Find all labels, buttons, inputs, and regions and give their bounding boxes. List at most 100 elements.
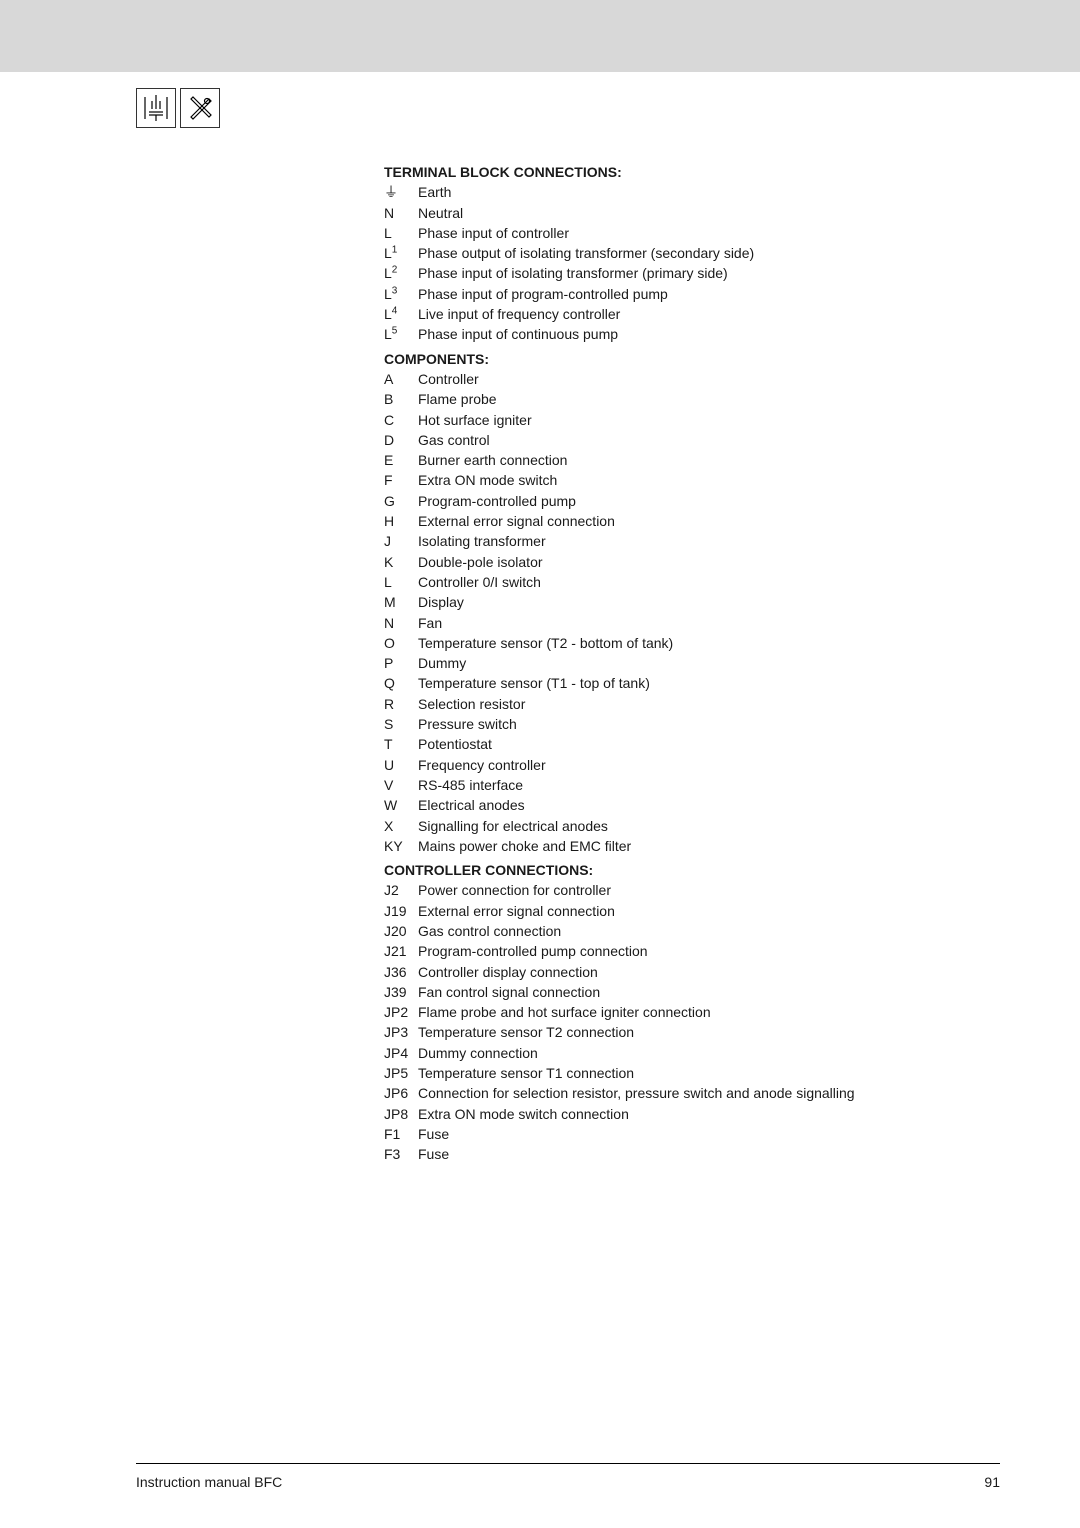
definition-row: J2Power connection for controller — [384, 880, 964, 900]
definition-row: MDisplay — [384, 592, 964, 612]
definition-value: Dummy connection — [418, 1043, 964, 1063]
definition-key: S — [384, 714, 418, 734]
definition-key: L5 — [384, 324, 418, 344]
definition-row: JP6Connection for selection resistor, pr… — [384, 1083, 964, 1103]
definition-row: L4Live input of frequency controller — [384, 304, 964, 324]
definition-key: N — [384, 613, 418, 633]
definition-row: SPressure switch — [384, 714, 964, 734]
definition-row: FExtra ON mode switch — [384, 470, 964, 490]
definition-row: J19External error signal connection — [384, 901, 964, 921]
definition-row: L3Phase input of program-controlled pump — [384, 284, 964, 304]
definition-row: F3Fuse — [384, 1144, 964, 1164]
definition-row: JIsolating transformer — [384, 531, 964, 551]
icon-row — [136, 88, 220, 128]
footer-divider — [136, 1463, 1000, 1464]
definition-row: JP3Temperature sensor T2 connection — [384, 1022, 964, 1042]
definition-value: Gas control connection — [418, 921, 964, 941]
definition-value: Flame probe — [418, 389, 964, 409]
definition-key: J21 — [384, 941, 418, 961]
definition-key: V — [384, 775, 418, 795]
page-header-bar — [0, 0, 1080, 72]
definition-value: Program-controlled pump — [418, 491, 964, 511]
definition-value: Neutral — [418, 203, 964, 223]
definition-row: NNeutral — [384, 203, 964, 223]
definition-value: Selection resistor — [418, 694, 964, 714]
definition-key: N — [384, 203, 418, 223]
definition-key: J20 — [384, 921, 418, 941]
footer-manual-title: Instruction manual BFC — [136, 1474, 282, 1490]
definition-value: Frequency controller — [418, 755, 964, 775]
definition-row: EBurner earth connection — [384, 450, 964, 470]
definition-row: DGas control — [384, 430, 964, 450]
tools-icon — [180, 88, 220, 128]
definition-row: PDummy — [384, 653, 964, 673]
definition-row: RSelection resistor — [384, 694, 964, 714]
definition-row: LController 0/I switch — [384, 572, 964, 592]
footer-page-number: 91 — [984, 1474, 1000, 1490]
definition-key: L2 — [384, 263, 418, 283]
definition-key: L3 — [384, 284, 418, 304]
definition-row: OTemperature sensor (T2 - bottom of tank… — [384, 633, 964, 653]
definition-value: Connection for selection resistor, press… — [418, 1083, 964, 1103]
definition-key: Q — [384, 673, 418, 693]
definition-value: Controller 0/I switch — [418, 572, 964, 592]
definition-value: Temperature sensor (T1 - top of tank) — [418, 673, 964, 693]
definition-key: KY — [384, 836, 418, 856]
definition-row: KDouble-pole isolator — [384, 552, 964, 572]
definition-row: GProgram-controlled pump — [384, 491, 964, 511]
definition-value: Burner earth connection — [418, 450, 964, 470]
definition-value: Pressure switch — [418, 714, 964, 734]
definition-key: W — [384, 795, 418, 815]
definition-value: Mains power choke and EMC filter — [418, 836, 964, 856]
definition-value: Potentiostat — [418, 734, 964, 754]
definition-key: ⏚ — [384, 182, 418, 202]
definition-key: H — [384, 511, 418, 531]
definition-key: L — [384, 572, 418, 592]
definition-value: Fuse — [418, 1124, 964, 1144]
definition-key: L — [384, 223, 418, 243]
definition-value: Hot surface igniter — [418, 410, 964, 430]
definition-row: HExternal error signal connection — [384, 511, 964, 531]
definition-key: R — [384, 694, 418, 714]
definition-row: JP5Temperature sensor T1 connection — [384, 1063, 964, 1083]
definition-row: L2Phase input of isolating transformer (… — [384, 263, 964, 283]
definition-value: Live input of frequency controller — [418, 304, 964, 324]
definition-key: E — [384, 450, 418, 470]
definition-key: J2 — [384, 880, 418, 900]
definition-row: BFlame probe — [384, 389, 964, 409]
definition-value: Electrical anodes — [418, 795, 964, 815]
definition-key: C — [384, 410, 418, 430]
definition-key: T — [384, 734, 418, 754]
definition-value: Program-controlled pump connection — [418, 941, 964, 961]
definition-value: Earth — [418, 182, 964, 202]
definition-row: UFrequency controller — [384, 755, 964, 775]
definition-row: J39Fan control signal connection — [384, 982, 964, 1002]
definition-key: F3 — [384, 1144, 418, 1164]
definition-value: Temperature sensor T2 connection — [418, 1022, 964, 1042]
definition-value: Phase input of program-controlled pump — [418, 284, 964, 304]
definition-row: QTemperature sensor (T1 - top of tank) — [384, 673, 964, 693]
definition-key: JP2 — [384, 1002, 418, 1022]
definition-row: XSignalling for electrical anodes — [384, 816, 964, 836]
definition-row: JP2Flame probe and hot surface igniter c… — [384, 1002, 964, 1022]
definition-row: JP4Dummy connection — [384, 1043, 964, 1063]
definition-value: Extra ON mode switch — [418, 470, 964, 490]
definition-row: LPhase input of controller — [384, 223, 964, 243]
definition-key: F1 — [384, 1124, 418, 1144]
definition-row: KYMains power choke and EMC filter — [384, 836, 964, 856]
definition-key: JP6 — [384, 1083, 418, 1103]
definition-value: Double-pole isolator — [418, 552, 964, 572]
definition-key: J — [384, 531, 418, 551]
definition-value: External error signal connection — [418, 901, 964, 921]
definition-value: Power connection for controller — [418, 880, 964, 900]
definition-row: TPotentiostat — [384, 734, 964, 754]
definition-key: JP4 — [384, 1043, 418, 1063]
definition-value: Extra ON mode switch connection — [418, 1104, 964, 1124]
definition-row: NFan — [384, 613, 964, 633]
definition-key: J19 — [384, 901, 418, 921]
definition-key: U — [384, 755, 418, 775]
definition-key: L1 — [384, 243, 418, 263]
definition-value: Temperature sensor T1 connection — [418, 1063, 964, 1083]
definition-value: Flame probe and hot surface igniter conn… — [418, 1002, 964, 1022]
definition-row: JP8Extra ON mode switch connection — [384, 1104, 964, 1124]
